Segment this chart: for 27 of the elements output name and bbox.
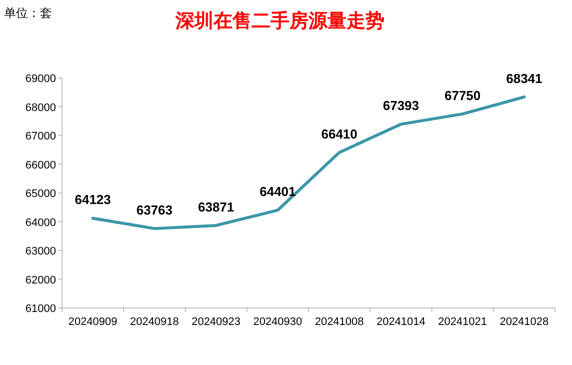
- x-tick-label: 20240923: [192, 316, 241, 328]
- y-tick-label: 69000: [25, 73, 56, 85]
- y-tick-label: 64000: [25, 216, 56, 229]
- data-label: 68341: [506, 70, 542, 86]
- x-tick-label: 20241021: [438, 316, 488, 328]
- data-label: 67393: [382, 98, 420, 114]
- data-label: 67750: [444, 88, 481, 103]
- x-tick-label: 20240918: [130, 316, 179, 328]
- data-label: 63763: [136, 202, 173, 218]
- data-label: 66410: [321, 126, 358, 142]
- data-label: 64401: [260, 184, 296, 200]
- y-tick-label: 68000: [25, 102, 56, 114]
- data-label: 64123: [74, 192, 111, 208]
- y-tick-label: 63000: [25, 246, 56, 258]
- x-tick-label: 20241028: [500, 316, 549, 328]
- title: 深圳在售二手房源量走势: [176, 11, 384, 32]
- y-tick-label: 65000: [25, 188, 56, 200]
- y-tick-label: 62000: [25, 274, 56, 286]
- x-tick-label: 20241014: [376, 316, 426, 328]
- x-tick-label: 20240909: [68, 316, 118, 328]
- y-tick-label: 67000: [25, 130, 56, 142]
- x-tick-label: 20241008: [314, 316, 364, 328]
- data-label: 63871: [198, 199, 234, 214]
- y-tick-label: 61000: [25, 303, 56, 315]
- annotation: 单位：套: [4, 6, 52, 20]
- x-tick-label: 20240930: [253, 316, 302, 328]
- y-tick-label: 66000: [25, 159, 56, 172]
